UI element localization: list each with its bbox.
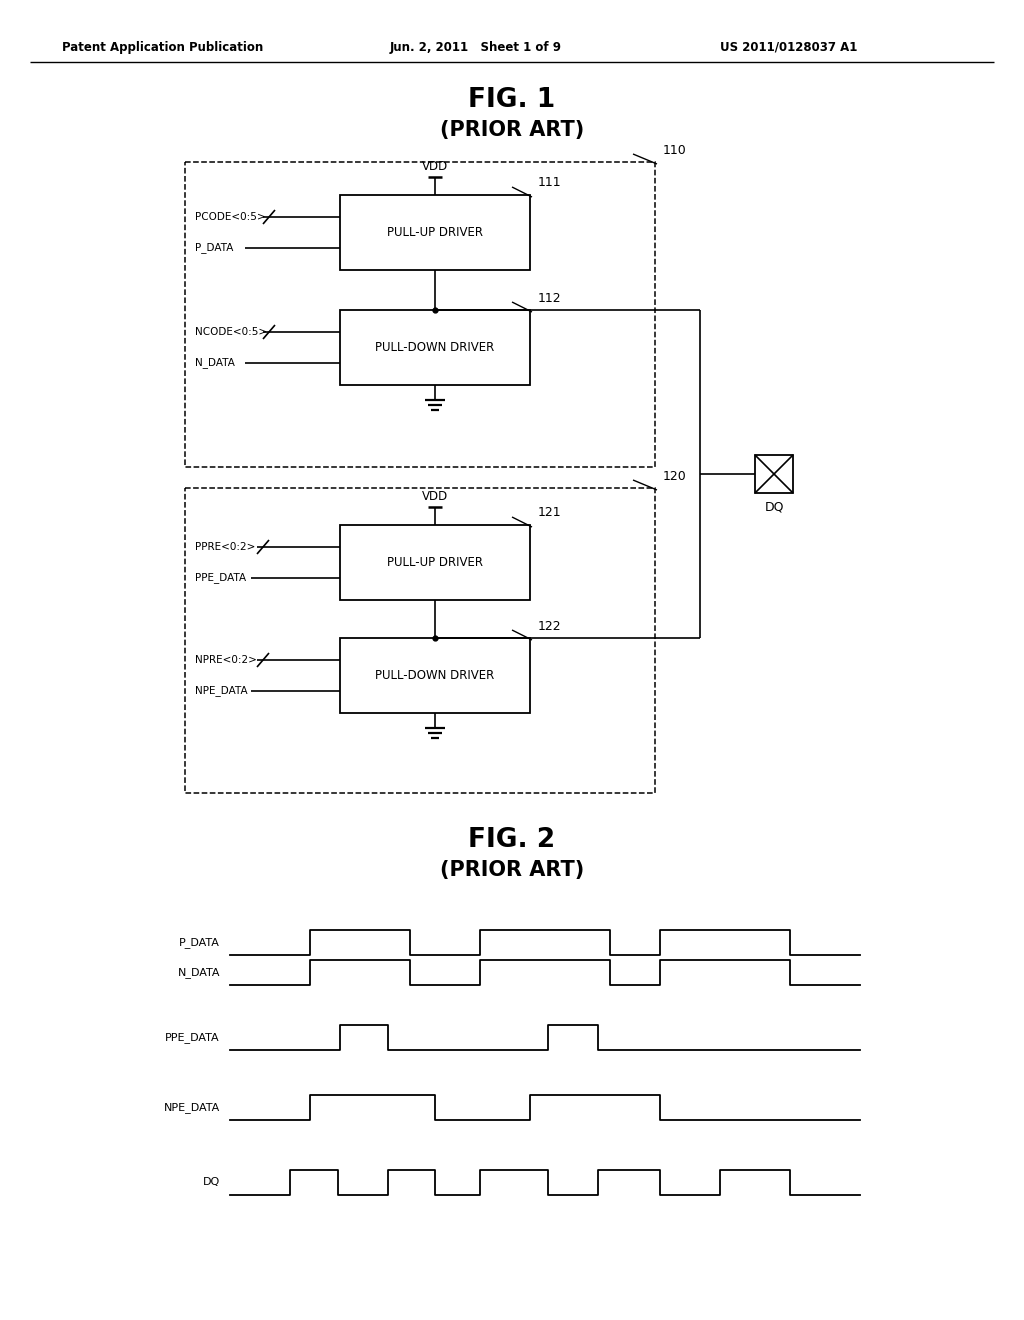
Text: P_DATA: P_DATA xyxy=(195,243,233,253)
Text: PULL-DOWN DRIVER: PULL-DOWN DRIVER xyxy=(376,669,495,682)
Text: 120: 120 xyxy=(663,470,687,483)
Text: VDD: VDD xyxy=(422,491,449,503)
Text: 112: 112 xyxy=(538,292,561,305)
Text: 122: 122 xyxy=(538,619,561,632)
Text: PPE_DATA: PPE_DATA xyxy=(165,1032,220,1043)
Bar xyxy=(340,638,530,713)
Text: PPE_DATA: PPE_DATA xyxy=(195,573,246,583)
Text: Patent Application Publication: Patent Application Publication xyxy=(62,41,263,54)
Bar xyxy=(340,195,530,271)
Text: PCODE<0:5>: PCODE<0:5> xyxy=(195,213,265,222)
Text: FIG. 1: FIG. 1 xyxy=(468,87,556,114)
Text: DQ: DQ xyxy=(764,500,783,513)
Text: 110: 110 xyxy=(663,144,687,157)
Text: DQ: DQ xyxy=(203,1177,220,1188)
Bar xyxy=(185,162,655,467)
Text: NPRE<0:2>: NPRE<0:2> xyxy=(195,655,257,665)
Text: NPE_DATA: NPE_DATA xyxy=(164,1102,220,1113)
Text: PPRE<0:2>: PPRE<0:2> xyxy=(195,543,255,552)
Text: (PRIOR ART): (PRIOR ART) xyxy=(440,120,584,140)
Text: N_DATA: N_DATA xyxy=(195,358,234,368)
Bar xyxy=(185,488,655,793)
Text: Jun. 2, 2011   Sheet 1 of 9: Jun. 2, 2011 Sheet 1 of 9 xyxy=(390,41,562,54)
Text: PULL-UP DRIVER: PULL-UP DRIVER xyxy=(387,556,483,569)
Text: 111: 111 xyxy=(538,177,561,190)
Text: 121: 121 xyxy=(538,507,561,520)
Text: NCODE<0:5>: NCODE<0:5> xyxy=(195,327,267,337)
Text: VDD: VDD xyxy=(422,161,449,173)
Text: PULL-DOWN DRIVER: PULL-DOWN DRIVER xyxy=(376,341,495,354)
Text: PULL-UP DRIVER: PULL-UP DRIVER xyxy=(387,226,483,239)
Text: FIG. 2: FIG. 2 xyxy=(468,828,556,853)
Text: N_DATA: N_DATA xyxy=(177,968,220,978)
Text: (PRIOR ART): (PRIOR ART) xyxy=(440,861,584,880)
Text: US 2011/0128037 A1: US 2011/0128037 A1 xyxy=(720,41,857,54)
Bar xyxy=(340,310,530,385)
Text: NPE_DATA: NPE_DATA xyxy=(195,685,248,697)
Bar xyxy=(340,525,530,601)
Bar xyxy=(755,455,793,492)
Text: P_DATA: P_DATA xyxy=(179,937,220,948)
